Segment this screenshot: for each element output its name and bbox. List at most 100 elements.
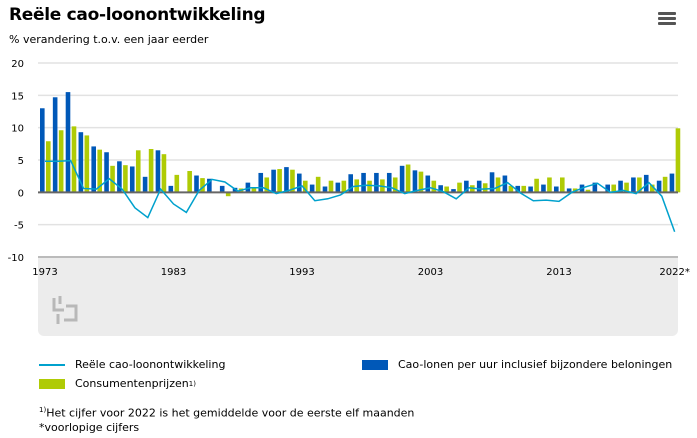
y-tick-label: -5: [14, 221, 24, 232]
bar-wages: [78, 132, 84, 193]
bar-prices: [148, 149, 154, 193]
bar-wages: [335, 182, 341, 193]
x-tick-label: 1993: [289, 267, 314, 278]
hamburger-icon[interactable]: [658, 12, 676, 26]
footnote-provisional: *voorlopige cijfers: [39, 420, 140, 434]
bar-wages: [142, 176, 148, 193]
bar-wages: [476, 180, 482, 193]
bar-prices: [71, 126, 77, 193]
bar-prices: [315, 176, 321, 193]
bar-wages: [515, 185, 521, 193]
bar-prices: [123, 165, 128, 193]
bar-wages: [361, 172, 366, 193]
bar-prices: [303, 180, 308, 193]
y-tick-label: 10: [11, 124, 24, 135]
bar-wages: [489, 172, 495, 193]
bar-prices: [585, 189, 591, 193]
legend-green[interactable]: Consumentenprijzen 1): [39, 377, 196, 390]
bar-prices: [161, 154, 167, 193]
bar-prices: [405, 164, 411, 193]
legend-line[interactable]: Reële cao-loonontwikkeling: [39, 358, 225, 371]
bar-prices: [431, 180, 437, 193]
bar-wages: [129, 166, 135, 193]
bar-prices: [341, 180, 347, 193]
bar-wages: [168, 185, 174, 193]
bar-wages: [245, 182, 251, 193]
legend-green-label: Consumentenprijzen: [75, 377, 189, 390]
bar-prices: [97, 149, 102, 193]
line-real-wages: [45, 159, 676, 233]
bar-wages: [528, 186, 533, 193]
bar-wages: [618, 180, 623, 193]
cbs-logo-icon: [52, 296, 78, 324]
bar-prices: [187, 170, 192, 193]
footnote: 1)Het cijfer voor 2022 is het gemiddelde…: [39, 403, 414, 435]
bar-prices: [637, 177, 642, 193]
bar-wages: [271, 169, 276, 193]
bar-prices: [135, 150, 141, 193]
footnote-marker: 1): [39, 406, 47, 414]
bar-wages: [412, 170, 418, 193]
x-tick-label: 1983: [161, 267, 186, 278]
bar-prices: [444, 186, 449, 193]
bar-prices: [560, 177, 565, 193]
bar-wages: [592, 182, 598, 193]
x-tick-label: 1973: [32, 267, 57, 278]
chart-title: Reële cao-loonontwikkeling: [9, 5, 266, 25]
bar-prices: [251, 187, 257, 193]
bar-prices: [264, 177, 270, 193]
bar-wages: [117, 161, 122, 193]
legend-blue[interactable]: Cao-lonen per uur inclusief bijzondere b…: [362, 358, 672, 371]
y-tick-label: -10: [8, 253, 24, 264]
bar-prices: [649, 184, 655, 193]
x-tick-label: 2013: [546, 267, 571, 278]
bar-wages: [309, 184, 315, 193]
bar-wages: [399, 165, 405, 193]
bar-prices: [110, 165, 115, 193]
bar-prices: [290, 169, 295, 193]
legend-line-label: Reële cao-loonontwikkeling: [75, 358, 226, 371]
bar-wages: [605, 184, 610, 193]
bar-wages: [566, 188, 572, 193]
bar-wages: [258, 172, 264, 193]
bar-wages: [554, 186, 559, 193]
bar-wages: [451, 189, 456, 193]
y-tick-label: 0: [18, 188, 24, 199]
bar-wages: [91, 146, 96, 193]
bar-wages: [541, 184, 546, 193]
bar-wages: [438, 185, 443, 193]
bar-wages: [669, 173, 675, 193]
y-tick-label: 15: [11, 91, 24, 102]
bar-prices: [392, 177, 398, 193]
bar-prices: [418, 171, 424, 193]
bar-wages: [40, 108, 45, 193]
bar-wages: [322, 186, 328, 193]
logo-band: [38, 258, 678, 336]
bar-prices: [611, 184, 616, 193]
bar-prices: [84, 135, 90, 193]
footnote-text: Het cijfer voor 2022 is het gemiddelde v…: [46, 406, 415, 420]
chart-subtitle: % verandering t.o.v. een jaar eerder: [9, 33, 209, 46]
legend-blue-label: Cao-lonen per uur inclusief bijzondere b…: [398, 358, 673, 371]
bar-wages: [656, 180, 662, 193]
bar-prices: [547, 177, 552, 193]
bar-wages: [348, 174, 353, 193]
x-tick-label: 2022*: [659, 267, 689, 278]
bar-prices: [495, 177, 501, 193]
bar-prices: [521, 185, 527, 193]
legend-green-swatch: [39, 378, 65, 389]
bar-wages: [219, 185, 225, 193]
bar-wages: [155, 150, 161, 193]
bar-prices: [482, 183, 488, 193]
bar-wages: [232, 187, 238, 193]
bar-wages: [207, 178, 212, 193]
bar-prices: [277, 169, 282, 193]
bar-prices: [675, 128, 681, 193]
bar-prices: [457, 182, 462, 193]
bar-wages: [297, 173, 302, 193]
bar-prices: [367, 180, 372, 193]
bar-wages: [52, 97, 58, 193]
bar-wages: [374, 172, 379, 193]
bar-prices: [508, 185, 514, 193]
